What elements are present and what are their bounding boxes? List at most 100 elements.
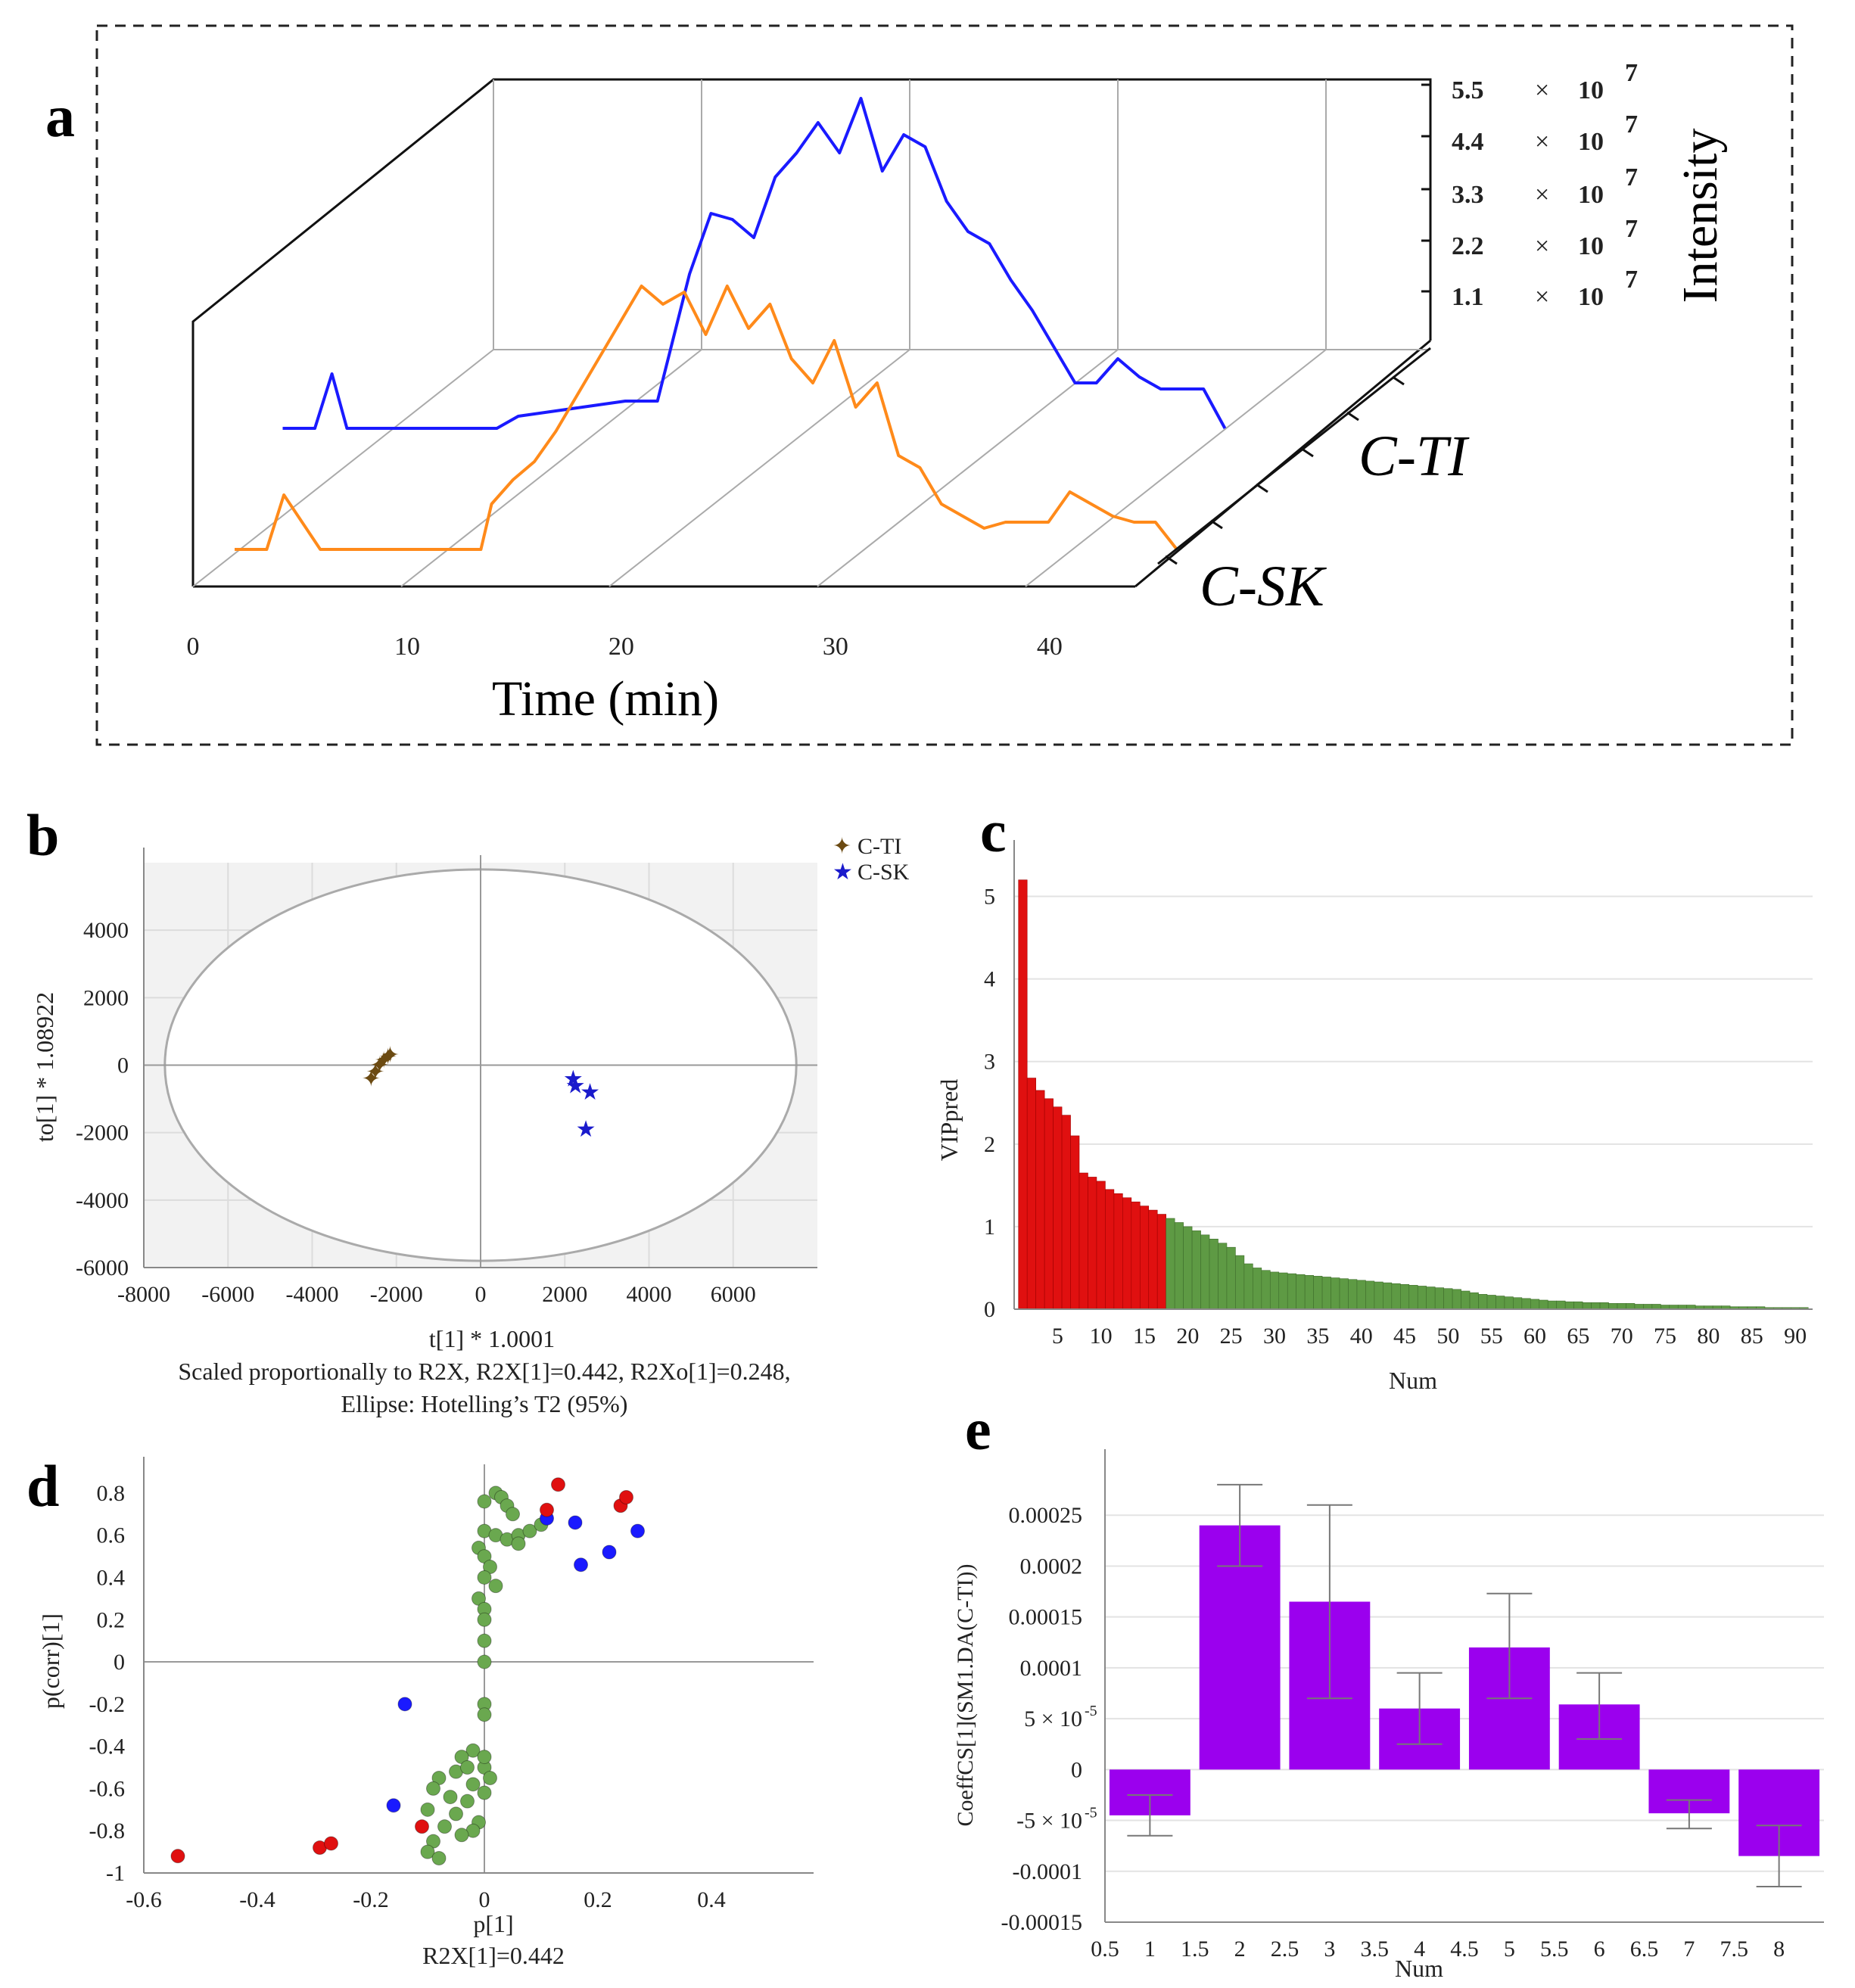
series-line-c-sk xyxy=(235,285,1178,551)
y-tick-label: 2000 xyxy=(83,985,129,1010)
panel-b-points: ✦✦✦✦✦✦★★★★ xyxy=(362,1043,600,1142)
y-tick-exponent: 10 xyxy=(1578,76,1604,104)
vip-bar xyxy=(1434,1287,1444,1310)
y-tick-label: 0.00025 xyxy=(1009,1503,1083,1528)
y-tick-label: 0.8 xyxy=(97,1481,126,1506)
y-tick-mantissa: 1.1 xyxy=(1452,283,1484,311)
vip-bar xyxy=(1417,1286,1427,1310)
x-tick-label: 10 xyxy=(394,633,420,661)
x-tick-label: 2.5 xyxy=(1271,1937,1299,1962)
vip-bar xyxy=(1253,1268,1262,1310)
data-point-red xyxy=(415,1819,429,1834)
panel-d-caption: R2X[1]=0.442 xyxy=(422,1942,565,1969)
y-tick-mantissa: 3.3 xyxy=(1452,181,1484,209)
data-point-green xyxy=(477,1707,492,1722)
y-tick-times: × xyxy=(1535,232,1549,260)
x-tick-label: 4 xyxy=(1414,1937,1425,1962)
panel-b-zero-lines xyxy=(144,855,817,1268)
vip-bar xyxy=(1564,1301,1574,1310)
data-point-green xyxy=(477,1494,492,1509)
data-point-blue xyxy=(630,1523,645,1538)
vip-bar xyxy=(1174,1222,1184,1310)
panel-a-letter: a xyxy=(45,83,75,149)
data-point-green xyxy=(460,1794,475,1809)
panel-a-3d-frame xyxy=(191,78,1432,588)
y-tick-label: -5 × 10 xyxy=(1016,1809,1082,1834)
data-point-green xyxy=(426,1781,440,1796)
panel-e-y-label: CoeffCS[1](SM1.DA(C-TI)) xyxy=(953,1564,978,1827)
y-tick-label: -0.00015 xyxy=(1001,1910,1083,1935)
x-tick-label: 0.2 xyxy=(584,1887,612,1912)
data-point-c-ti: ✦ xyxy=(381,1043,400,1068)
panel-b-legend: ✦ C-TI ★ C-SK xyxy=(833,834,910,885)
vip-bar xyxy=(1278,1272,1288,1310)
panel-a-y-ticks: 1.1 × 10 7 2.2 × 10 7 3.3 × 10 7 4.4 × 10 7 5.5 × 10 7 xyxy=(1421,59,1638,311)
vip-bar xyxy=(1521,1298,1531,1310)
panel-d-x-label: p[1] xyxy=(473,1910,513,1937)
y-tick-label: 0 xyxy=(984,1297,995,1322)
data-point-c-sk: ★ xyxy=(580,1080,600,1105)
y-tick-label: 0 xyxy=(1071,1757,1082,1782)
y-tick-label: -2000 xyxy=(76,1121,129,1146)
data-point-blue xyxy=(397,1697,412,1712)
vip-bar xyxy=(1026,1078,1036,1310)
data-point-red xyxy=(540,1502,554,1517)
vip-bar xyxy=(1374,1281,1383,1310)
vip-bar xyxy=(1452,1289,1461,1310)
x-tick-label: 0 xyxy=(475,1282,487,1307)
panel-e-coefficient-chart: e 0.5 1 1.5 2 2.5 3 3.5 4 4.5 5 5.5 6 6.5 7 7.5 8 -0.000… xyxy=(953,1396,1824,1982)
x-tick-label: -0.6 xyxy=(126,1887,162,1912)
vip-bar xyxy=(1478,1294,1488,1310)
x-tick-label: 80 xyxy=(1697,1324,1720,1349)
panel-a-back-wall xyxy=(192,79,1430,587)
x-tick-label: -0.2 xyxy=(353,1887,389,1912)
vip-bar xyxy=(1044,1098,1054,1310)
y-tick-label: 0.4 xyxy=(97,1565,126,1590)
x-tick-label: 6.5 xyxy=(1630,1937,1659,1962)
data-point-red xyxy=(324,1836,338,1851)
panel-b-axes xyxy=(143,848,817,1268)
panel-c-y-label: VIPpred xyxy=(935,1079,963,1161)
panel-d-zero-lines xyxy=(144,1464,814,1873)
panel-e-axes xyxy=(1104,1449,1824,1923)
y-tick-mantissa: 4.4 xyxy=(1452,128,1484,156)
x-tick-label: 6 xyxy=(1594,1937,1605,1962)
data-point-green xyxy=(465,1777,481,1792)
vip-bar xyxy=(1053,1106,1063,1310)
data-point-c-ti: ✦ xyxy=(370,1053,389,1078)
y-tick-label: -4000 xyxy=(76,1188,129,1213)
vip-bar xyxy=(1339,1278,1349,1310)
x-tick-label: 60 xyxy=(1524,1324,1546,1349)
vip-bar xyxy=(1391,1283,1401,1310)
x-tick-label: 1.5 xyxy=(1181,1937,1209,1962)
x-tick-label: 3 xyxy=(1324,1937,1335,1962)
y-tick-times: × xyxy=(1535,128,1549,156)
x-tick-label: 0.5 xyxy=(1091,1937,1119,1962)
vip-bar xyxy=(1226,1246,1236,1310)
vip-bar xyxy=(1096,1181,1106,1310)
data-point-green xyxy=(431,1850,447,1865)
y-tick-times: × xyxy=(1535,181,1549,209)
vip-bar xyxy=(1348,1279,1358,1310)
data-point-blue xyxy=(386,1798,401,1813)
vip-bar xyxy=(1469,1292,1479,1310)
y-tick-power: 7 xyxy=(1625,59,1638,87)
x-tick-label: 0.4 xyxy=(697,1887,726,1912)
y-tick-label: 0.0001 xyxy=(1020,1656,1083,1681)
y-tick-label: -0.6 xyxy=(89,1776,126,1801)
y-tick-exponent: 10 xyxy=(1578,181,1604,209)
vip-bar xyxy=(1078,1172,1088,1310)
panel-a-chromatogram: a 0 10 20 30 40 1.1 × 10 7 2.2 × 10 7 3.3 × 10 7 4.4 × 10 7… xyxy=(45,24,1794,746)
vip-bar xyxy=(1573,1301,1583,1310)
x-tick-label: 0 xyxy=(187,633,200,661)
panel-d-points xyxy=(170,1477,645,1865)
x-tick-label: 8 xyxy=(1773,1937,1785,1962)
data-point-blue xyxy=(602,1545,617,1560)
vip-bar xyxy=(1461,1290,1471,1310)
vip-bar xyxy=(1122,1197,1132,1310)
x-tick-label: 30 xyxy=(823,633,848,661)
data-point-green xyxy=(477,1750,492,1765)
vip-bar xyxy=(1200,1234,1210,1310)
legend-label-c-ti: C-TI xyxy=(857,834,901,859)
y-tick-mantissa: 5.5 xyxy=(1452,76,1484,104)
